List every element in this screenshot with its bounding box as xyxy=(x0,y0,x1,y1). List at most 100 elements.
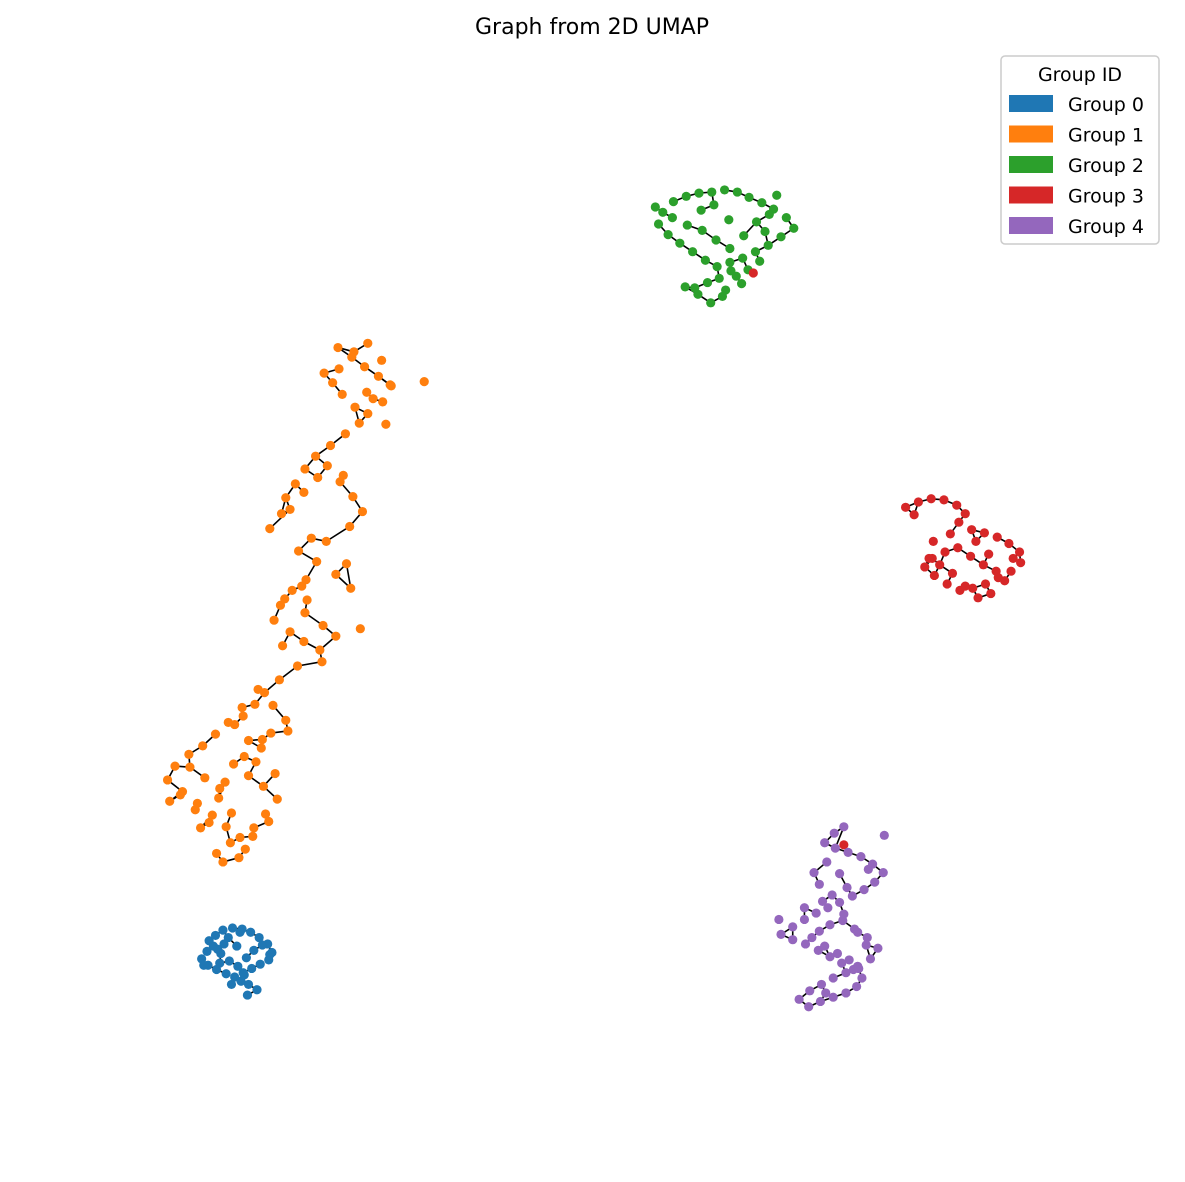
node-point-group-0 xyxy=(210,930,221,941)
node-point-group-3 xyxy=(971,536,981,546)
node-point-group-1 xyxy=(321,536,331,546)
legend-label: Group 1 xyxy=(1068,125,1144,147)
node-point-group-0 xyxy=(224,956,234,966)
node-point-group-3 xyxy=(954,517,964,527)
node-point-group-3 xyxy=(935,560,945,570)
node-point-group-1 xyxy=(315,645,325,655)
legend-entries: Group 0 Group 1 Group 2 Group 3 Group 4 xyxy=(1009,94,1144,238)
node-point-group-2 xyxy=(776,232,786,242)
node-point-group-1 xyxy=(328,378,338,388)
node-point-group-3 xyxy=(920,562,930,572)
node-point-group-1 xyxy=(240,844,250,854)
node-point-group-1 xyxy=(237,702,247,713)
node-point-group-1 xyxy=(221,822,231,832)
node-point-group-4 xyxy=(774,914,784,925)
node-point-group-1 xyxy=(337,389,347,400)
node-point-group-1 xyxy=(381,419,391,429)
node-point-group-4 xyxy=(859,885,869,895)
node-point-group-4 xyxy=(816,979,827,990)
node-point-group-4 xyxy=(862,932,872,943)
node-point-group-2 xyxy=(719,185,730,195)
legend-swatch xyxy=(1009,95,1053,112)
node-point-group-1 xyxy=(162,775,173,785)
node-point-group-0 xyxy=(247,963,257,974)
node-point-group-1 xyxy=(331,631,341,641)
node-point-group-1 xyxy=(243,771,254,781)
node-point-group-1 xyxy=(234,853,244,863)
node-point-group-1 xyxy=(319,368,329,378)
node-point-group-4 xyxy=(843,847,853,857)
node-point-group-1 xyxy=(184,749,194,759)
node-point-group-3 xyxy=(1014,547,1025,557)
legend-swatch xyxy=(1009,156,1053,173)
node-point-group-4 xyxy=(844,955,854,965)
node-point-group-3 xyxy=(973,593,983,603)
node-point-group-4 xyxy=(800,939,811,949)
node-point-group-1 xyxy=(299,487,309,497)
node-point-group-1 xyxy=(345,521,355,532)
node-point-group-2 xyxy=(764,209,774,220)
node-point-group-4 xyxy=(811,908,821,918)
node-point-group-2 xyxy=(763,240,773,250)
node-point-group-1 xyxy=(354,418,364,428)
node-point-group-1 xyxy=(373,371,384,381)
node-point-group-2 xyxy=(724,215,734,225)
node-point-group-2 xyxy=(668,197,679,207)
node-point-group-4 xyxy=(814,879,824,889)
node-point-group-3 xyxy=(926,494,936,504)
node-point-group-1 xyxy=(287,585,297,595)
node-point-group-1 xyxy=(357,506,368,517)
node-point-group-1 xyxy=(249,823,259,833)
node-point-group-1 xyxy=(214,793,224,803)
node-point-group-1 xyxy=(235,832,245,843)
node-point-group-1 xyxy=(300,608,310,618)
node-point-group-0 xyxy=(213,944,223,954)
node-point-group-3 xyxy=(929,570,939,581)
node-point-group-1 xyxy=(322,461,332,471)
node-point-group-1 xyxy=(285,504,295,515)
node-point-group-0 xyxy=(218,925,228,935)
node-point-group-1 xyxy=(225,838,235,848)
node-point-group-4 xyxy=(829,828,839,838)
node-point-group-1 xyxy=(292,661,303,671)
node-point-group-4 xyxy=(817,896,828,906)
node-point-group-1 xyxy=(269,615,279,625)
node-point-group-2 xyxy=(702,277,713,288)
node-point-group-1 xyxy=(239,751,249,762)
node-point-group-1 xyxy=(257,734,267,745)
node-point-group-2 xyxy=(712,262,722,272)
node-point-group-3 xyxy=(991,566,1001,576)
node-point-group-1 xyxy=(215,783,225,794)
node-point-group-4 xyxy=(832,948,843,959)
node-point-group-2 xyxy=(696,205,706,215)
node-point-group-2 xyxy=(693,289,703,299)
node-point-group-3 xyxy=(901,502,911,512)
node-point-group-2 xyxy=(725,257,735,267)
node-point-group-2 xyxy=(667,213,677,223)
node-point-group-1 xyxy=(306,533,316,543)
node-point-group-4 xyxy=(879,830,889,840)
node-point-group-2 xyxy=(714,273,724,283)
node-point-group-2 xyxy=(744,192,754,202)
node-point-group-0 xyxy=(226,979,237,990)
node-point-group-3 xyxy=(1004,538,1014,549)
node-point-group-1 xyxy=(258,781,269,791)
node-point-group-4 xyxy=(842,882,852,893)
node-point-group-0 xyxy=(252,985,262,995)
node-point-group-0 xyxy=(255,959,265,969)
node-point-group-3 xyxy=(947,568,958,578)
node-point-group-3 xyxy=(952,500,962,510)
legend-swatch xyxy=(1009,125,1053,143)
node-point-group-1 xyxy=(349,347,359,357)
node-point-group-4 xyxy=(804,1002,814,1012)
node-point-group-4 xyxy=(834,897,845,908)
node-point-group-2 xyxy=(739,231,749,241)
node-point-group-0 xyxy=(241,953,251,963)
chart-title: Graph from 2D UMAP xyxy=(475,15,709,40)
node-point-group-1 xyxy=(302,595,312,605)
node-point-group-3 xyxy=(942,579,952,589)
node-point-group-2 xyxy=(725,243,735,254)
graph-edge xyxy=(325,525,351,543)
node-point-group-2 xyxy=(707,187,717,197)
node-point-group-4 xyxy=(863,864,873,875)
